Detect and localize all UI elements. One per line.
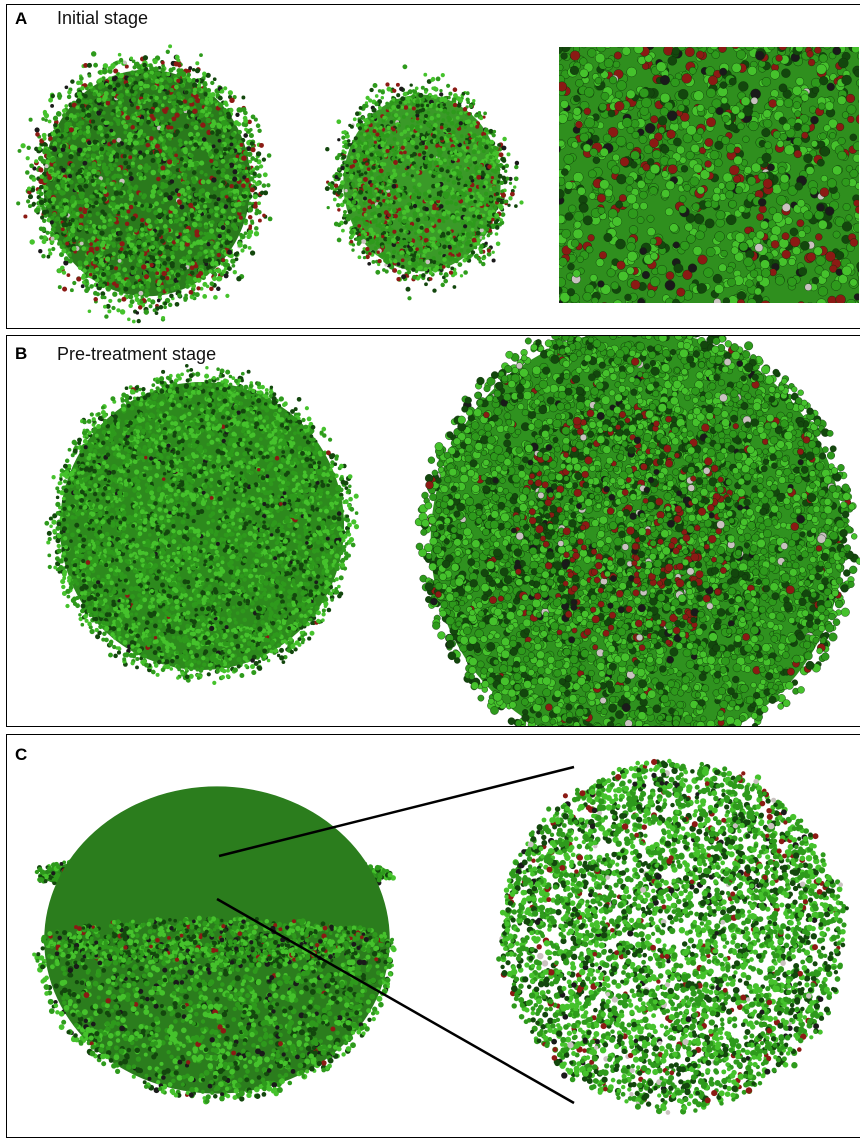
cluster-a-left (16, 44, 272, 323)
panel-b-pretreatment-stage: B Pre-treatment stage (6, 335, 860, 727)
panel-c-cluster-images (7, 735, 860, 1138)
panel-b-title: Pre-treatment stage (57, 344, 216, 365)
panel-c-cross-section: C (6, 734, 860, 1138)
cluster-a-zoom (465, 5, 860, 329)
panel-a-letter: A (15, 9, 27, 29)
cluster-c-slice-zoom (496, 759, 849, 1115)
cluster-a-middle (325, 64, 524, 300)
panel-c-letter: C (15, 745, 27, 765)
panel-a-cluster-images (7, 5, 860, 329)
panel-a-title: Initial stage (57, 8, 148, 29)
panel-a-initial-stage: A Initial stage (6, 4, 860, 329)
panel-b-cluster-images (7, 336, 860, 727)
cluster-b-sphere (44, 364, 359, 685)
panel-b-letter: B (15, 344, 27, 364)
